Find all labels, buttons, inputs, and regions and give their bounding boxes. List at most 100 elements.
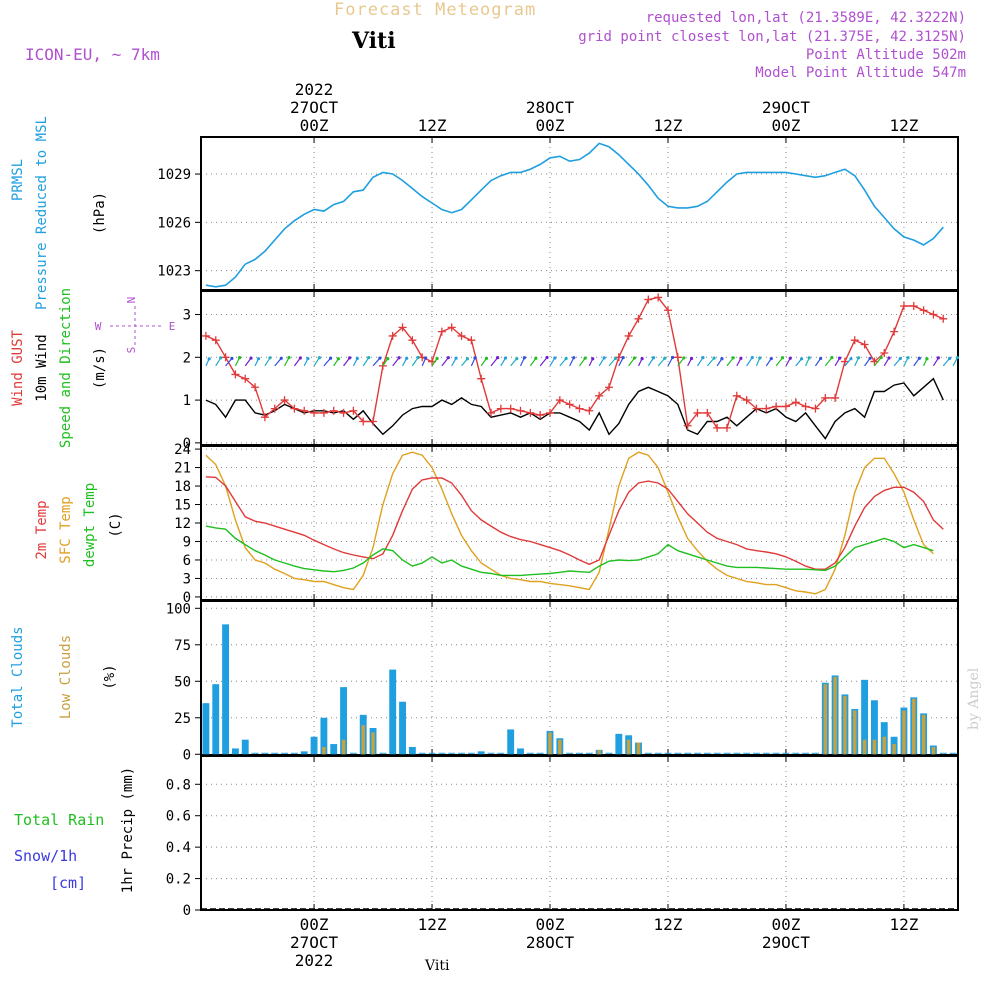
wind-arrow-head (465, 357, 470, 361)
wind-arrow-head (925, 357, 929, 361)
wind-arrow-head (256, 357, 261, 361)
wind-direction-arrow (244, 357, 252, 367)
wind-arrow-head (287, 355, 291, 360)
wind-arrow-head (219, 356, 223, 360)
gust-marker (310, 408, 319, 417)
wind-direction-arrow (362, 357, 370, 367)
wind-arrow-head (503, 356, 508, 360)
low-cloud-bar (872, 739, 877, 755)
gust-marker (732, 391, 741, 400)
wind-direction-arrow (775, 357, 784, 367)
gust-marker (939, 314, 948, 323)
low-cloud-bar (833, 676, 837, 755)
wind-arrow-head (522, 356, 527, 360)
gust-marker (821, 393, 830, 402)
wind-arrow-head (564, 356, 568, 361)
temp-2m-label: 2m Temp (34, 500, 50, 559)
top-time-label: 00Z (772, 116, 801, 135)
wind-arrow-head (701, 356, 705, 360)
gust-marker (496, 404, 505, 413)
model-altitude: Model Point Altitude 547m (755, 65, 966, 81)
panel-frame (200, 755, 959, 911)
gust-marker (713, 423, 722, 432)
clouds-unit-label: (%) (102, 664, 118, 689)
wind-direction-arrow (942, 358, 951, 367)
wind-arrow-head (484, 356, 489, 360)
wind-arrow-head (780, 356, 785, 360)
low-cloud-bar (558, 739, 562, 755)
wind-arrow-head (306, 356, 310, 361)
gust-marker (506, 404, 515, 413)
bottom-time-label: 27OCT (290, 933, 339, 952)
bottom-time-label: 12Z (889, 915, 918, 934)
gust-marker (860, 340, 869, 349)
wind-arrow-head (249, 356, 253, 360)
wind-arrow-head (879, 355, 883, 360)
wind-direction-arrow (343, 357, 351, 367)
top-time-label: 12Z (418, 116, 447, 135)
y-tick-label: 21 (174, 461, 191, 477)
dewpoint-line (205, 525, 934, 577)
gust-marker (536, 411, 545, 420)
gust-marker (644, 295, 653, 304)
top-time-label: 00Z (536, 116, 565, 135)
gust-marker (762, 404, 771, 413)
wind-direction-label: Speed and Direction (58, 288, 74, 448)
wind-arrow-head (416, 355, 420, 360)
low-cloud-bar (636, 742, 641, 755)
total-cloud-bar (231, 748, 239, 755)
y-tick-label: 50 (174, 674, 191, 690)
bottom-time-label: 29OCT (762, 933, 811, 952)
wind-arrow-head (788, 356, 792, 360)
low-cloud-bar (626, 739, 631, 755)
wind-direction-arrow (628, 357, 636, 367)
wind-direction-arrow (372, 357, 381, 367)
total-cloud-bar (408, 746, 416, 755)
total-cloud-bar (300, 751, 308, 755)
wind-direction-arrow (746, 357, 753, 367)
wind-speed-line (205, 377, 944, 440)
low-cloud-bar (341, 739, 346, 755)
gust-marker (575, 404, 584, 413)
wind-arrow-head (739, 356, 743, 360)
gust-marker (929, 310, 938, 319)
gust-marker (546, 408, 555, 417)
wind-arrow-head (689, 356, 694, 361)
gust-marker (251, 383, 260, 392)
wind-arrow-head (640, 356, 644, 361)
prmsl-long-label: Pressure Reduced to MSL (34, 116, 50, 310)
wind-arrow-head (515, 357, 519, 361)
dewpoint-label: dewpt Temp (82, 483, 98, 567)
wind-arrow-head (553, 356, 557, 360)
gust-marker (772, 402, 781, 411)
wind-arrow-head (955, 356, 959, 360)
gust-marker (565, 400, 574, 409)
wind-direction-arrow (392, 357, 400, 367)
wind-arrow-head (328, 356, 333, 360)
gust-marker (339, 408, 348, 417)
y-tick-label: 0 (183, 590, 191, 606)
bottom-time-label: 00Z (300, 915, 329, 934)
gust-marker (241, 374, 250, 383)
total-cloud-bar (517, 748, 524, 755)
top-time-label: 29OCT (762, 98, 811, 117)
total-cloud-bar (330, 744, 338, 755)
gust-marker (487, 408, 496, 417)
gust-marker (329, 406, 338, 415)
wind-direction-arrow (274, 357, 282, 367)
y-tick-label: 1026 (157, 215, 191, 231)
total-rain-label: Total Rain (14, 811, 104, 829)
y-tick-label: 75 (174, 638, 191, 654)
wind-arrow-head (397, 356, 401, 360)
gust-marker (811, 404, 820, 413)
wind-arrow-head (682, 356, 686, 360)
wind-direction-arrow (441, 357, 449, 367)
gust-marker (919, 306, 928, 315)
wind-arrow-head (948, 356, 952, 361)
wind-arrow-head (936, 356, 940, 360)
low-cloud-bar (548, 732, 552, 755)
y-tick-label: 0.8 (166, 777, 191, 793)
wind-direction-arrow (539, 357, 548, 367)
wind-arrow-head (230, 356, 234, 361)
